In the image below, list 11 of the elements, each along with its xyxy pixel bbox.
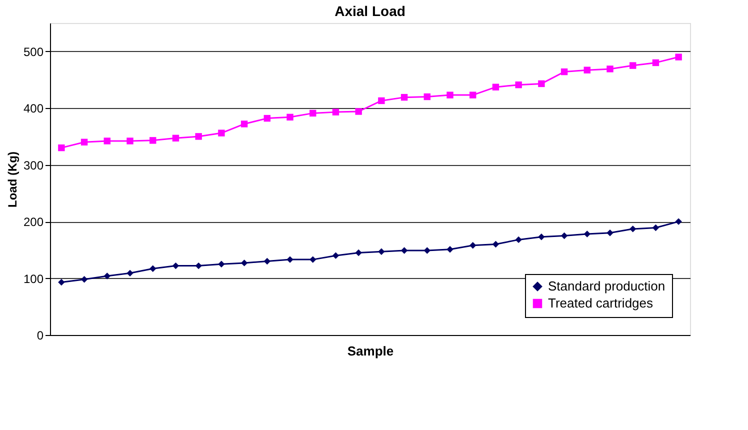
chart-title: Axial Load — [334, 3, 406, 19]
y-tick-label: 0 — [36, 328, 44, 342]
legend-label: Standard production — [548, 278, 666, 294]
y-tick-label: 500 — [23, 44, 44, 59]
legend-label: Treated cartridges — [548, 296, 654, 310]
x-axis-title: Sample — [347, 344, 394, 358]
y-axis-title: Load (Kg) — [5, 152, 20, 208]
y-tick-label: 400 — [23, 102, 44, 116]
y-tick-label: 100 — [23, 272, 44, 286]
y-tick-label: 300 — [23, 158, 44, 172]
y-tick-label: 200 — [23, 215, 44, 230]
